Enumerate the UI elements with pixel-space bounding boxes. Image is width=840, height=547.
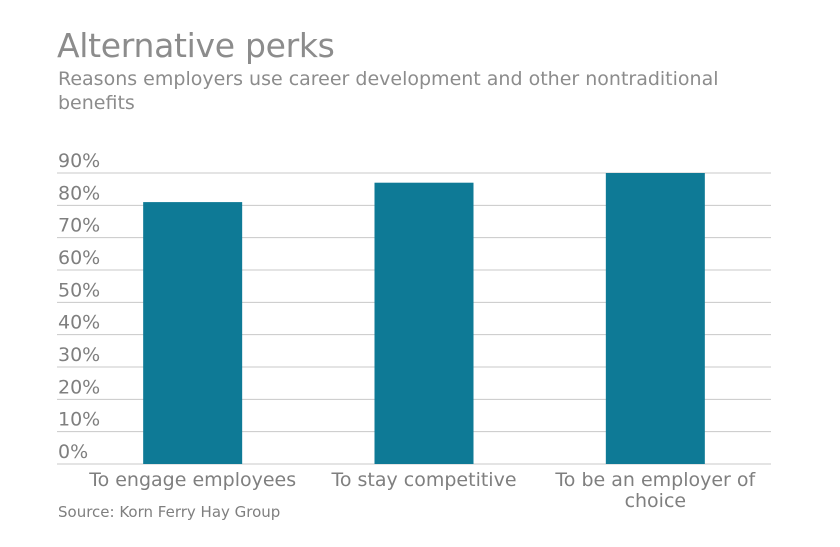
x-tick-label: To be an employer of choice xyxy=(554,469,756,512)
y-tick-label: 80% xyxy=(58,182,100,204)
bar xyxy=(143,202,243,464)
y-tick-label: 40% xyxy=(58,312,100,334)
y-tick-label: 20% xyxy=(58,376,100,398)
y-tick-label: 10% xyxy=(58,409,100,431)
y-tick-label: 30% xyxy=(58,344,100,366)
source-note: Source: Korn Ferry Hay Group xyxy=(58,503,281,521)
y-tick-label: 50% xyxy=(58,279,100,301)
x-tick-label: To engage employees xyxy=(88,469,296,491)
chart-subtitle: Reasons employers use career development… xyxy=(58,68,719,114)
x-tick-label: To stay competitive xyxy=(330,469,516,491)
chart-title: Alternative perks xyxy=(57,26,335,65)
y-tick-label: 90% xyxy=(58,150,100,172)
y-tick-label: 0% xyxy=(58,441,88,463)
bar xyxy=(374,182,474,464)
bar xyxy=(605,173,705,464)
y-tick-label: 70% xyxy=(58,215,100,237)
y-tick-label: 60% xyxy=(58,247,100,269)
